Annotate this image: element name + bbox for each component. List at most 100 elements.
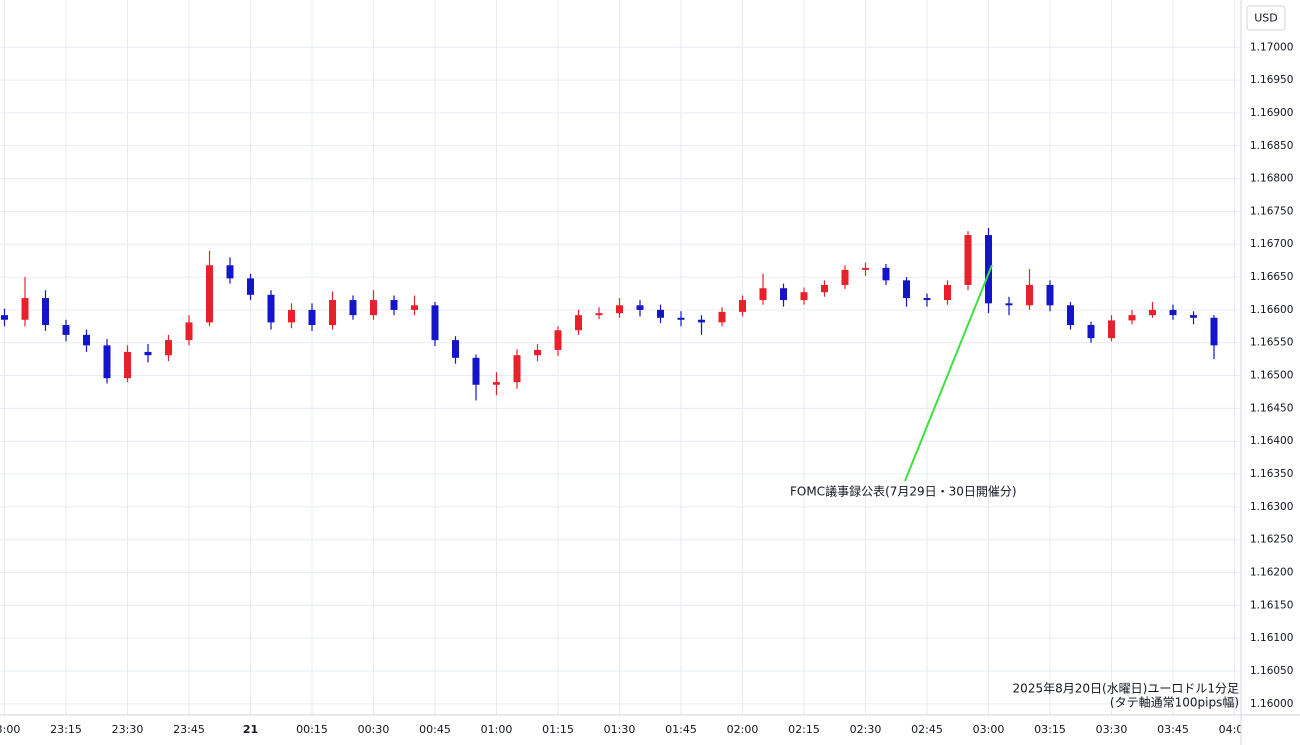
x-tick-label: 02:45: [911, 723, 943, 736]
x-tick-label: 02:00: [727, 723, 759, 736]
y-tick-label: 1.16600: [1250, 304, 1293, 316]
y-tick-label: 1.16000: [1250, 698, 1293, 710]
x-tick-label: 02:30: [850, 723, 882, 736]
candle-body: [1026, 284, 1033, 306]
candle-body: [1005, 303, 1013, 306]
candle-body: [1190, 315, 1197, 318]
candle-body: [124, 351, 131, 379]
annotation-line: [904, 264, 993, 482]
candle-body: [698, 319, 705, 323]
candle-body: [21, 298, 29, 320]
candle-body: [144, 351, 152, 356]
candle-body: [534, 349, 541, 356]
candle-body: [349, 300, 357, 316]
candle-body: [657, 309, 664, 318]
x-tick-label: 01:45: [665, 723, 697, 736]
candle-body: [1149, 309, 1156, 316]
candle-body: [165, 340, 172, 356]
candle-body: [718, 311, 726, 323]
candle-body: [267, 294, 275, 323]
y-tick-label: 1.17000: [1250, 41, 1293, 53]
x-tick-label: 23:00: [0, 723, 20, 736]
candle-body: [411, 305, 418, 310]
candle-body: [636, 305, 644, 310]
candle-body: [882, 267, 890, 281]
candle-body: [800, 292, 808, 301]
x-tick-label: 03:00: [973, 723, 1005, 736]
candle-body: [493, 382, 500, 385]
x-tick-label: 03:45: [1157, 723, 1189, 736]
x-tick-label: 01:00: [481, 723, 513, 736]
x-tick-label: 01:30: [604, 723, 636, 736]
candle-body: [62, 325, 70, 335]
candle-body: [923, 298, 931, 301]
x-tick-label: 00:45: [419, 723, 451, 736]
candle-body: [780, 288, 787, 301]
y-tick-label: 1.16150: [1250, 599, 1293, 611]
candle-body: [1169, 309, 1177, 316]
y-tick-label: 1.16300: [1250, 501, 1293, 513]
candle-body: [452, 340, 459, 358]
candle-body: [390, 300, 398, 310]
y-tick-label: 1.16400: [1250, 435, 1293, 447]
x-tick-label: 01:15: [542, 723, 574, 736]
candle-body: [431, 305, 439, 341]
x-tick-label: 21: [243, 723, 258, 736]
candle-body: [1046, 284, 1054, 306]
x-tick-label: 23:45: [173, 723, 205, 736]
candle-body: [472, 357, 480, 385]
x-tick-label: 23:15: [50, 723, 82, 736]
candle-body: [1128, 315, 1136, 321]
x-tick-label: 04:00: [1219, 723, 1251, 736]
currency-label[interactable]: USD: [1254, 12, 1278, 25]
y-tick-label: 1.16750: [1250, 205, 1293, 217]
candle-body: [616, 305, 623, 314]
y-tick-label: 1.16700: [1250, 238, 1293, 250]
candle-body: [964, 235, 972, 285]
x-tick-label: 23:30: [112, 723, 144, 736]
candle-body: [206, 265, 213, 323]
y-tick-label: 1.16450: [1250, 402, 1293, 414]
candle-body: [247, 278, 254, 295]
candle-body: [759, 288, 767, 301]
x-tick-label: 02:15: [788, 723, 820, 736]
candle-body: [944, 284, 951, 301]
x-tick-label: 03:30: [1096, 723, 1128, 736]
candle-body: [595, 313, 603, 316]
candle-body: [841, 269, 849, 285]
candle-body: [1108, 320, 1115, 339]
candle-body: [308, 309, 316, 325]
y-tick-label: 1.16950: [1250, 74, 1293, 86]
candle-body: [739, 300, 746, 312]
annotation-text: FOMC議事録公表(7月29日・30日開催分): [790, 484, 1017, 499]
candle-body: [554, 330, 562, 350]
candle-body: [862, 267, 869, 270]
y-tick-label: 1.16250: [1250, 534, 1293, 546]
candle-body: [103, 345, 111, 379]
candle-body: [42, 298, 49, 325]
candle-body: [1, 315, 8, 320]
candle-body: [370, 300, 377, 316]
chart-note: (タテ軸通常100pips幅): [1110, 695, 1239, 710]
candle-body: [1067, 305, 1074, 325]
y-tick-label: 1.16100: [1250, 632, 1293, 644]
candle-body: [677, 317, 685, 320]
candle-body: [329, 300, 336, 325]
currency-box[interactable]: [1246, 5, 1286, 31]
x-tick-label: 03:15: [1034, 723, 1066, 736]
chart-note: 2025年8月20日(水曜日)ユーロドル1分足: [1013, 682, 1239, 696]
candle-body: [1210, 317, 1218, 346]
candle-body: [288, 309, 295, 323]
y-tick-label: 1.16350: [1250, 468, 1293, 480]
y-tick-label: 1.16550: [1250, 337, 1293, 349]
candle-body: [513, 355, 521, 383]
y-tick-label: 1.16800: [1250, 173, 1293, 185]
candle-body: [985, 235, 992, 304]
y-tick-label: 1.16850: [1250, 140, 1293, 152]
y-tick-label: 1.16650: [1250, 271, 1293, 283]
candle-body: [575, 315, 582, 331]
candle-body: [821, 284, 828, 293]
candle-body: [83, 334, 90, 346]
x-tick-label: 00:15: [296, 723, 328, 736]
